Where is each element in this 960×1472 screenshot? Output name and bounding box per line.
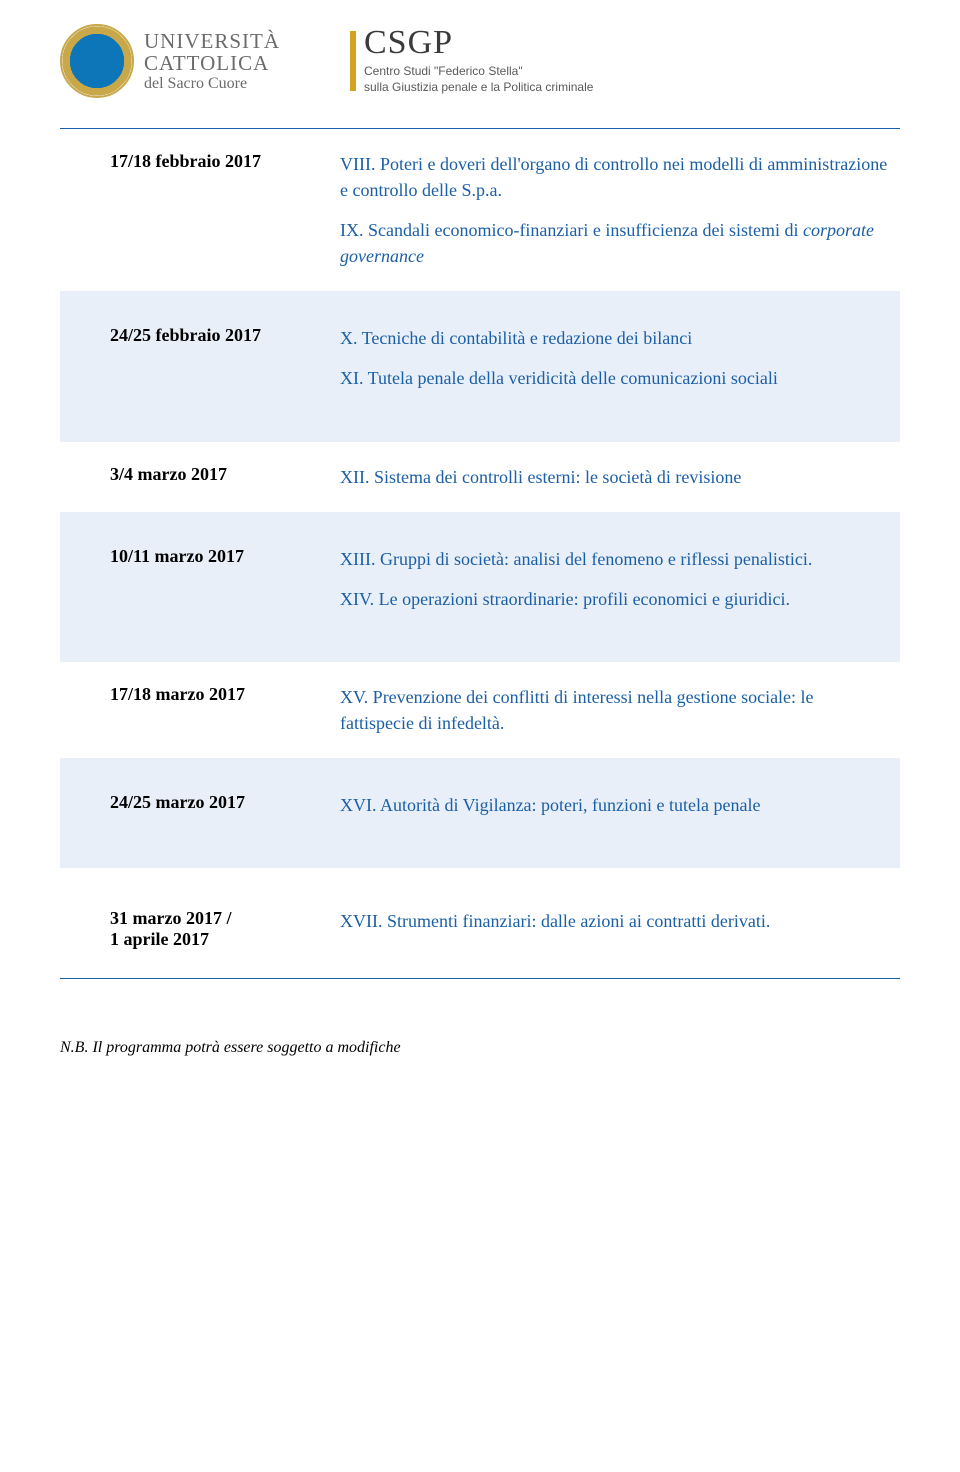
footer-rule (60, 978, 900, 979)
schedule-row: 3/4 marzo 2017XII. Sistema dei controlli… (60, 442, 900, 512)
schedule-content: XII. Sistema dei controlli esterni: le s… (340, 464, 890, 490)
schedule-item: XII. Sistema dei controlli esterni: le s… (340, 464, 890, 490)
schedule-content: XVII. Strumenti finanziari: dalle azioni… (340, 908, 890, 934)
schedule-date: 10/11 marzo 2017 (110, 546, 340, 567)
university-logo-block: UNIVERSITÀ CATTOLICA del Sacro Cuore (60, 24, 280, 98)
schedule-content: XV. Prevenzione dei conflitti di interes… (340, 684, 890, 736)
schedule-date: 31 marzo 2017 /1 aprile 2017 (110, 908, 340, 950)
university-name-line3: del Sacro Cuore (144, 76, 280, 93)
schedule-date: 24/25 febbraio 2017 (110, 325, 340, 346)
schedule-content: XVI. Autorità di Vigilanza: poteri, funz… (340, 792, 890, 818)
schedule-item: XI. Tutela penale della veridicità delle… (340, 365, 890, 391)
university-name-line1: UNIVERSITÀ (144, 30, 280, 52)
schedule-row: 17/18 febbraio 2017VIII. Poteri e doveri… (60, 129, 900, 291)
schedule-date: 17/18 febbraio 2017 (110, 151, 340, 172)
schedule-item: XIV. Le operazioni straordinarie: profil… (340, 586, 890, 612)
schedule-row: 10/11 marzo 2017XIII. Gruppi di società:… (60, 512, 900, 662)
university-name-block: UNIVERSITÀ CATTOLICA del Sacro Cuore (144, 30, 280, 93)
schedule-item: XVI. Autorità di Vigilanza: poteri, funz… (340, 792, 890, 818)
schedule-item: IX. Scandali economico-finanziari e insu… (340, 217, 890, 269)
schedule-item: VIII. Poteri e doveri dell'organo di con… (340, 151, 890, 203)
csgp-title: CSGP (364, 26, 593, 60)
schedule-item: X. Tecniche di contabilità e redazione d… (340, 325, 890, 351)
schedule-content: VIII. Poteri e doveri dell'organo di con… (340, 151, 890, 269)
schedule-content: XIII. Gruppi di società: analisi del fen… (340, 546, 890, 612)
schedule-date: 3/4 marzo 2017 (110, 464, 340, 485)
csgp-text-block: CSGP Centro Studi "Federico Stella" sull… (364, 26, 593, 95)
schedule-row: 24/25 marzo 2017XVI. Autorità di Vigilan… (60, 758, 900, 868)
csgp-bar-icon (350, 31, 356, 91)
csgp-subtitle: Centro Studi "Federico Stella" sulla Giu… (364, 64, 593, 95)
schedule-item: XIII. Gruppi di società: analisi del fen… (340, 546, 890, 572)
schedule-row: 31 marzo 2017 /1 aprile 2017XVII. Strume… (60, 868, 900, 972)
document-header: UNIVERSITÀ CATTOLICA del Sacro Cuore CSG… (60, 24, 900, 98)
schedule-date: 24/25 marzo 2017 (110, 792, 340, 813)
schedule-date: 17/18 marzo 2017 (110, 684, 340, 705)
schedule-table: 17/18 febbraio 2017VIII. Poteri e doveri… (60, 129, 900, 972)
schedule-item: XVII. Strumenti finanziari: dalle azioni… (340, 908, 890, 934)
footer-note: N.B. Il programma potrà essere soggetto … (60, 1039, 900, 1057)
schedule-item: XV. Prevenzione dei conflitti di interes… (340, 684, 890, 736)
schedule-row: 17/18 marzo 2017XV. Prevenzione dei conf… (60, 662, 900, 758)
schedule-content: X. Tecniche di contabilità e redazione d… (340, 325, 890, 391)
university-seal-icon (60, 24, 134, 98)
csgp-logo-block: CSGP Centro Studi "Federico Stella" sull… (350, 26, 593, 95)
schedule-row: 24/25 febbraio 2017X. Tecniche di contab… (60, 291, 900, 441)
university-name-line2: CATTOLICA (144, 52, 280, 74)
